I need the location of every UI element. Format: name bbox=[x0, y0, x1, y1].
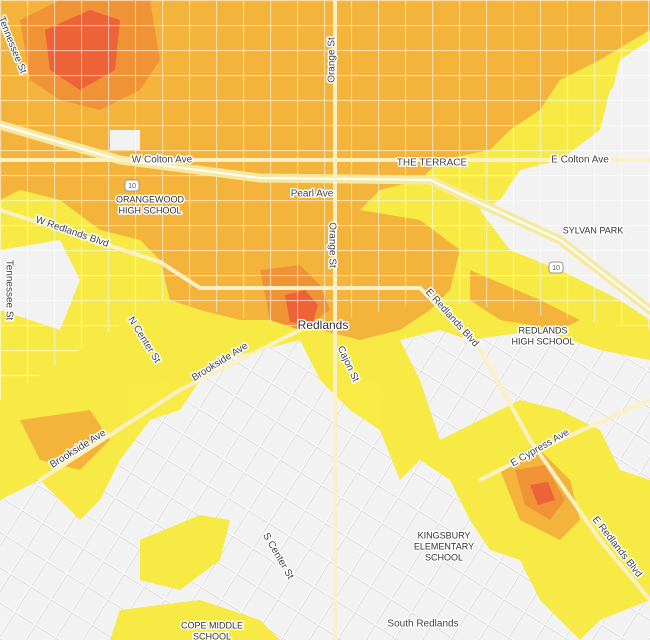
school-label: SCHOOL bbox=[425, 552, 463, 562]
school-label: SCHOOL bbox=[193, 631, 231, 640]
street-label: THE TERRACE bbox=[397, 158, 468, 169]
street-label: Orange St bbox=[326, 222, 337, 268]
school-label: KINGSBURY bbox=[418, 530, 471, 540]
highway-number: 10 bbox=[128, 183, 136, 190]
highway-number: 10 bbox=[552, 265, 560, 272]
street-label: Pearl Ave bbox=[291, 189, 334, 200]
place-label: South Redlands bbox=[387, 619, 458, 630]
street-label: E Colton Ave bbox=[551, 155, 609, 166]
street-label: Orange St bbox=[327, 37, 338, 83]
place-label: Redlands bbox=[298, 318, 349, 332]
street-label: Tennessee St bbox=[3, 260, 14, 321]
street-label: W Colton Ave bbox=[132, 155, 193, 166]
school-label: ELEMENTARY bbox=[414, 541, 474, 551]
school-label: HIGH SCHOOL bbox=[118, 205, 181, 215]
school-label: COPE MIDDLE bbox=[181, 620, 243, 630]
highway-shield: 10 bbox=[548, 261, 564, 274]
highway-shield: 10 bbox=[124, 179, 140, 192]
park-label: SYLVAN PARK bbox=[563, 225, 624, 235]
school-label: HIGH SCHOOL bbox=[511, 336, 574, 346]
school-label: REDLANDS bbox=[518, 325, 567, 335]
school-label: ORANGEWOOD bbox=[116, 194, 185, 204]
